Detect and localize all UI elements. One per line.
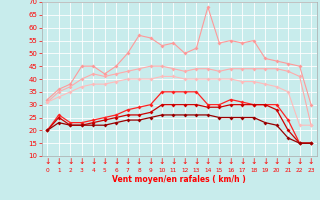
- Text: ↓: ↓: [44, 157, 51, 166]
- X-axis label: Vent moyen/en rafales ( km/h ): Vent moyen/en rafales ( km/h ): [112, 175, 246, 184]
- Text: ↓: ↓: [193, 157, 200, 166]
- Text: ↓: ↓: [170, 157, 177, 166]
- Text: ↓: ↓: [124, 157, 131, 166]
- Text: ↓: ↓: [113, 157, 119, 166]
- Text: ↓: ↓: [67, 157, 74, 166]
- Text: ↓: ↓: [78, 157, 85, 166]
- Text: ↓: ↓: [274, 157, 280, 166]
- Text: ↓: ↓: [308, 157, 314, 166]
- Text: ↓: ↓: [239, 157, 245, 166]
- Text: ↓: ↓: [101, 157, 108, 166]
- Text: ↓: ↓: [56, 157, 62, 166]
- Text: ↓: ↓: [262, 157, 268, 166]
- Text: ↓: ↓: [90, 157, 96, 166]
- Text: ↓: ↓: [147, 157, 154, 166]
- Text: ↓: ↓: [205, 157, 211, 166]
- Text: ↓: ↓: [216, 157, 222, 166]
- Text: ↓: ↓: [251, 157, 257, 166]
- Text: ↓: ↓: [285, 157, 291, 166]
- Text: ↓: ↓: [228, 157, 234, 166]
- Text: ↓: ↓: [296, 157, 303, 166]
- Text: ↓: ↓: [136, 157, 142, 166]
- Text: ↓: ↓: [159, 157, 165, 166]
- Text: ↓: ↓: [182, 157, 188, 166]
